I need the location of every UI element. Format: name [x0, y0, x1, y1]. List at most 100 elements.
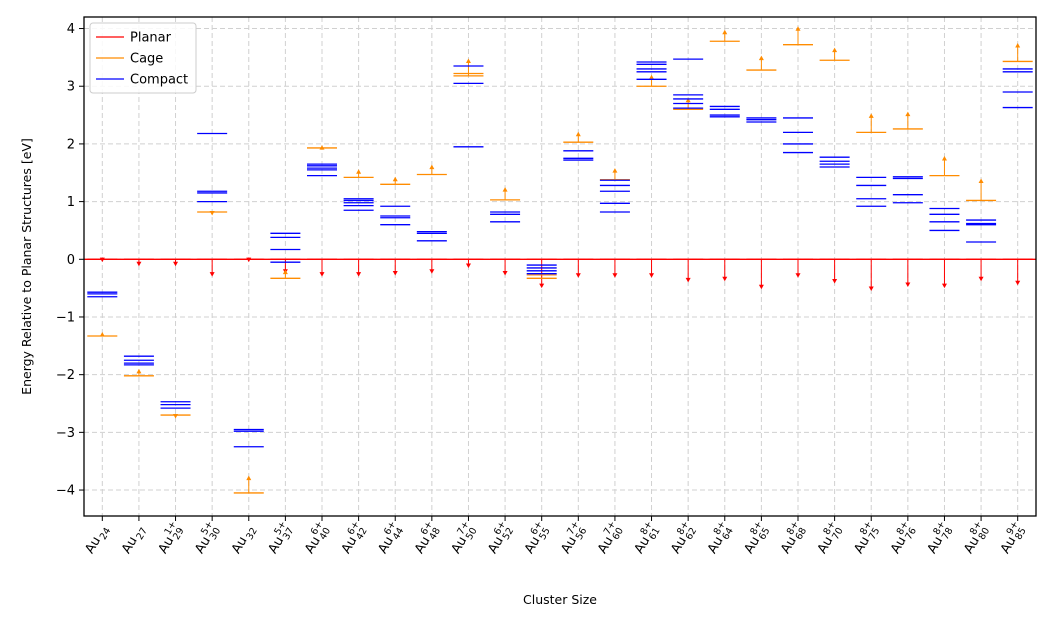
cage-arrow-head: [722, 29, 728, 35]
cage-arrow-head: [978, 178, 984, 184]
x-tick-base: Au: [668, 534, 690, 556]
compact-series: [87, 58, 1033, 448]
x-tick-base: Au: [485, 534, 507, 556]
planar-arrow-head: [356, 272, 362, 277]
x-tick-sub: 64: [720, 526, 736, 542]
cage-arrow-head: [758, 55, 764, 61]
cage-arrow-head: [136, 368, 142, 374]
x-tick-base: Au: [595, 534, 617, 556]
planar-arrow-head: [429, 269, 435, 274]
x-tick-base: Au: [302, 534, 324, 556]
x-tick-base: Au: [888, 534, 910, 556]
x-tick-base: Au: [778, 534, 800, 556]
legend-box: [89, 22, 197, 94]
planar-arrow-head: [758, 284, 764, 290]
x-tick-sub: 37: [281, 526, 297, 542]
y-tick-label: 3: [67, 80, 75, 95]
cage-arrow-head: [612, 168, 618, 173]
x-tick-base: Au: [83, 534, 105, 556]
y-tick-label: −1: [56, 310, 75, 325]
x-tick-sub: 30: [208, 526, 224, 542]
planar-series: [84, 257, 1036, 292]
x-tick-sub: 48: [427, 526, 443, 542]
x-tick-base: Au: [742, 534, 764, 556]
cage-arrow-head: [173, 414, 179, 419]
x-tick-base: Au: [815, 534, 837, 556]
planar-arrow-head: [136, 261, 142, 267]
planar-arrow-head: [392, 270, 398, 276]
planar-arrow-head: [209, 272, 215, 277]
x-tick-base: Au: [632, 534, 654, 556]
planar-arrow-head: [99, 257, 105, 263]
planar-arrow-head: [539, 283, 545, 289]
x-tick-sub: 78: [940, 526, 956, 542]
x-tick-sub: 27: [134, 526, 150, 542]
y-tick-label: 4: [67, 22, 75, 37]
x-tick-base: Au: [266, 534, 288, 556]
x-tick-base: Au: [559, 534, 581, 556]
grid: [84, 17, 1036, 516]
planar-arrow-head: [319, 272, 325, 277]
x-tick-base: Au: [192, 534, 214, 556]
x-tick-sub: 40: [318, 526, 334, 542]
x-tick-sub: 76: [903, 526, 919, 542]
legend-label-planar: Planar: [130, 31, 172, 46]
x-tick-sub: 56: [574, 526, 590, 542]
y-axis-label: Energy Relative to Planar Structures [eV…: [19, 138, 34, 395]
x-tick-sub: 68: [794, 526, 810, 542]
x-tick-base: Au: [961, 534, 983, 556]
cage-arrow-head: [282, 269, 288, 275]
planar-arrow-head: [246, 257, 252, 263]
planar-arrow-head: [575, 273, 581, 278]
cage-arrow-head: [575, 131, 581, 137]
x-tick-sub: 55: [537, 526, 553, 542]
x-tick-base: Au: [449, 534, 471, 556]
x-axis-label: Cluster Size: [523, 592, 597, 607]
x-tick-sub: 29: [171, 526, 187, 542]
y-tick-label: −3: [56, 426, 75, 441]
cage-arrow-head: [649, 74, 655, 80]
cage-arrow-head: [209, 210, 215, 216]
x-tick-base: Au: [998, 534, 1020, 556]
cage-arrow-head: [795, 26, 801, 31]
planar-arrow-head: [612, 273, 618, 278]
cage-arrow-head: [685, 97, 691, 103]
x-tick-base: Au: [522, 534, 544, 556]
cage-arrow-head: [429, 164, 435, 170]
cage-arrow-head: [941, 156, 947, 161]
x-tick-sub: 61: [647, 526, 663, 542]
planar-arrow-head: [868, 286, 874, 292]
cage-arrow-head: [392, 176, 398, 182]
x-tick-base: Au: [705, 534, 727, 556]
x-tick-sub: 80: [977, 526, 993, 542]
planar-arrow-head: [795, 273, 801, 278]
x-tick-sub: 42: [354, 526, 370, 542]
y-axis-ticks: −4 −3 −2 −1 0 1 2 3 4: [56, 22, 84, 499]
x-tick-sub: 62: [684, 526, 700, 542]
legend-label-compact: Compact: [130, 73, 188, 88]
y-tick-label: 2: [67, 137, 75, 152]
planar-arrow-head: [832, 279, 838, 284]
planar-arrow-head: [941, 283, 947, 289]
x-tick-sub: 75: [867, 526, 883, 542]
